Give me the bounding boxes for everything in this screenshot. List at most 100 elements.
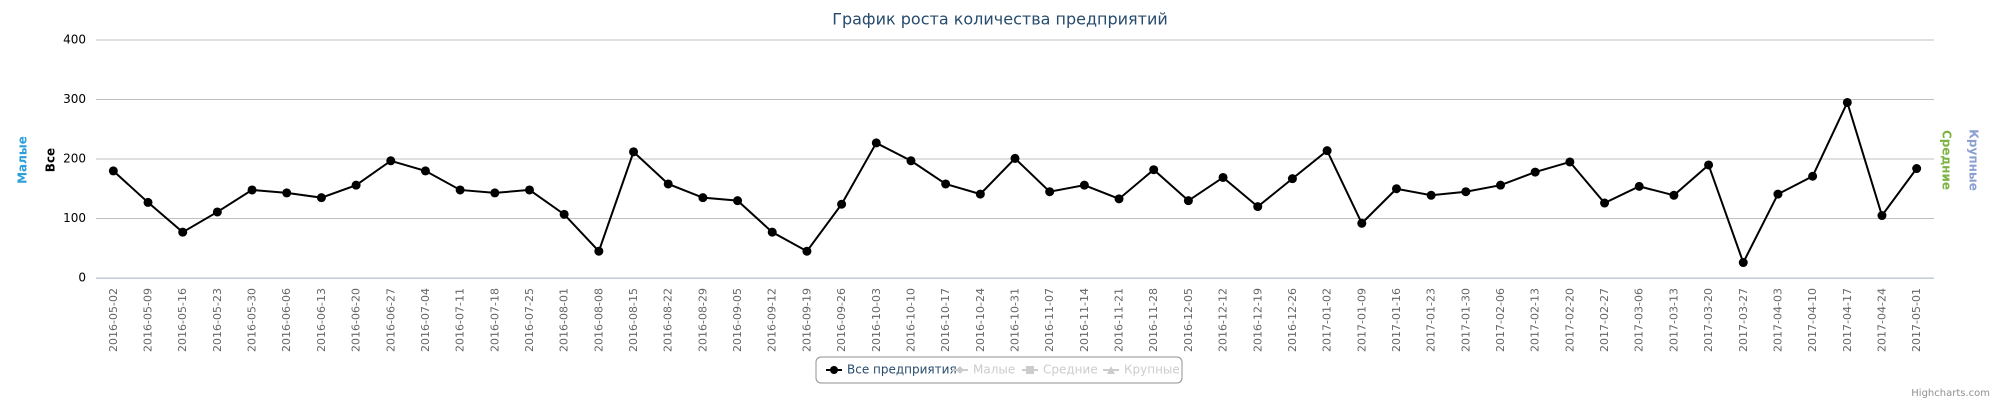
- data-point: [1322, 146, 1332, 156]
- data-point: [1253, 202, 1263, 212]
- data-point: [975, 189, 985, 199]
- axis-title: Крупные: [1967, 129, 1981, 191]
- legend-marker: [1026, 366, 1034, 374]
- x-tick-label: 2016-07-18: [488, 288, 501, 352]
- data-point: [212, 207, 222, 217]
- data-point: [1045, 187, 1055, 197]
- x-tick-label: 2016-10-24: [974, 288, 987, 352]
- data-point: [1738, 258, 1748, 268]
- x-tick-label: 2016-11-07: [1043, 288, 1056, 352]
- data-point: [351, 180, 361, 190]
- data-point: [1669, 190, 1679, 200]
- data-point: [837, 199, 847, 209]
- x-tick-label: 2016-09-05: [731, 288, 744, 352]
- legend-label[interactable]: Все предприятия: [847, 363, 957, 377]
- data-point: [524, 185, 534, 195]
- data-point: [559, 209, 569, 219]
- data-point: [455, 185, 465, 195]
- axis-title: Средние: [1940, 130, 1954, 190]
- x-tick-label: 2017-03-20: [1702, 288, 1715, 352]
- x-tick-label: 2016-12-05: [1182, 288, 1195, 352]
- y-tick-label: 200: [63, 152, 86, 166]
- legend-label[interactable]: Малые: [973, 363, 1015, 377]
- data-point: [1287, 174, 1297, 184]
- data-point: [1565, 157, 1575, 167]
- x-tick-label: 2017-04-17: [1841, 288, 1854, 352]
- legend-marker: [956, 366, 964, 374]
- data-point: [143, 197, 153, 207]
- data-point: [490, 188, 500, 198]
- x-tick-label: 2016-11-28: [1147, 288, 1160, 352]
- data-point: [1114, 194, 1124, 204]
- x-tick-label: 2016-06-20: [350, 288, 363, 352]
- data-point: [1218, 172, 1228, 182]
- data-point: [767, 227, 777, 237]
- data-point: [733, 196, 743, 206]
- x-tick-label: 2016-05-16: [176, 288, 189, 352]
- x-tick-label: 2016-08-22: [662, 288, 675, 352]
- x-tick-label: 2017-01-30: [1459, 288, 1472, 352]
- x-tick-label: 2016-10-17: [939, 288, 952, 352]
- legend-marker: [830, 366, 838, 374]
- x-tick-label: 2016-11-21: [1113, 288, 1126, 352]
- data-point: [1773, 189, 1783, 199]
- x-tick-label: 2017-05-01: [1910, 288, 1923, 352]
- data-point: [906, 156, 916, 166]
- x-tick-label: 2017-01-09: [1355, 288, 1368, 352]
- x-tick-label: 2016-05-02: [107, 288, 120, 352]
- series-line: [112, 99, 1918, 266]
- credits[interactable]: Highcharts.com: [1911, 388, 1990, 399]
- axis-title: Все: [44, 148, 58, 172]
- x-tick-label: 2016-05-23: [211, 288, 224, 352]
- data-point: [1877, 211, 1887, 221]
- data-point: [1426, 190, 1436, 200]
- data-point: [1010, 153, 1020, 163]
- data-point: [247, 185, 257, 195]
- x-tick-label: 2017-01-23: [1425, 288, 1438, 352]
- x-tick-label: 2016-09-26: [835, 288, 848, 352]
- data-point: [386, 156, 396, 166]
- x-tick-label: 2016-09-12: [766, 288, 779, 352]
- x-tick-label: 2017-04-24: [1875, 288, 1888, 352]
- x-tick-label: 2016-12-26: [1286, 288, 1299, 352]
- y-tick-label: 100: [63, 211, 86, 225]
- data-point: [663, 179, 673, 189]
- data-point: [178, 227, 188, 237]
- x-tick-label: 2016-08-29: [696, 288, 709, 352]
- x-tick-label: 2017-03-06: [1633, 288, 1646, 352]
- x-tick-label: 2016-07-25: [523, 288, 536, 352]
- x-tick-label: 2016-09-19: [800, 288, 813, 352]
- data-point: [1600, 198, 1610, 208]
- data-point: [1496, 180, 1506, 190]
- x-tick-label: 2016-07-11: [454, 288, 467, 352]
- x-tick-label: 2016-10-10: [904, 288, 917, 352]
- x-tick-label: 2016-11-14: [1078, 288, 1091, 352]
- data-point: [871, 138, 881, 148]
- x-tick-label: 2017-04-03: [1771, 288, 1784, 352]
- legend-label[interactable]: Крупные: [1124, 363, 1180, 377]
- data-point: [941, 179, 951, 189]
- x-tick-label: 2016-10-31: [1009, 288, 1022, 352]
- y-tick-label: 300: [63, 92, 86, 106]
- x-tick-label: 2016-08-01: [558, 288, 571, 352]
- legend-label[interactable]: Средние: [1043, 363, 1098, 377]
- data-point: [594, 246, 604, 256]
- x-tick-label: 2017-03-13: [1667, 288, 1680, 352]
- x-tick-label: 2016-06-13: [315, 288, 328, 352]
- x-tick-label: 2016-10-03: [870, 288, 883, 352]
- data-point: [1183, 196, 1193, 206]
- x-tick-label: 2016-07-04: [419, 288, 432, 352]
- data-point: [629, 147, 639, 157]
- y-tick-label: 400: [63, 33, 86, 47]
- axis-title: Малые: [16, 136, 30, 184]
- data-point: [282, 188, 292, 198]
- x-tick-label: 2017-02-06: [1494, 288, 1507, 352]
- x-tick-label: 2016-06-06: [280, 288, 293, 352]
- data-point: [1912, 164, 1922, 174]
- data-point: [1461, 187, 1471, 197]
- x-tick-label: 2016-08-15: [627, 288, 640, 352]
- x-tick-label: 2016-08-08: [592, 288, 605, 352]
- data-point: [1079, 180, 1089, 190]
- data-point: [698, 193, 708, 203]
